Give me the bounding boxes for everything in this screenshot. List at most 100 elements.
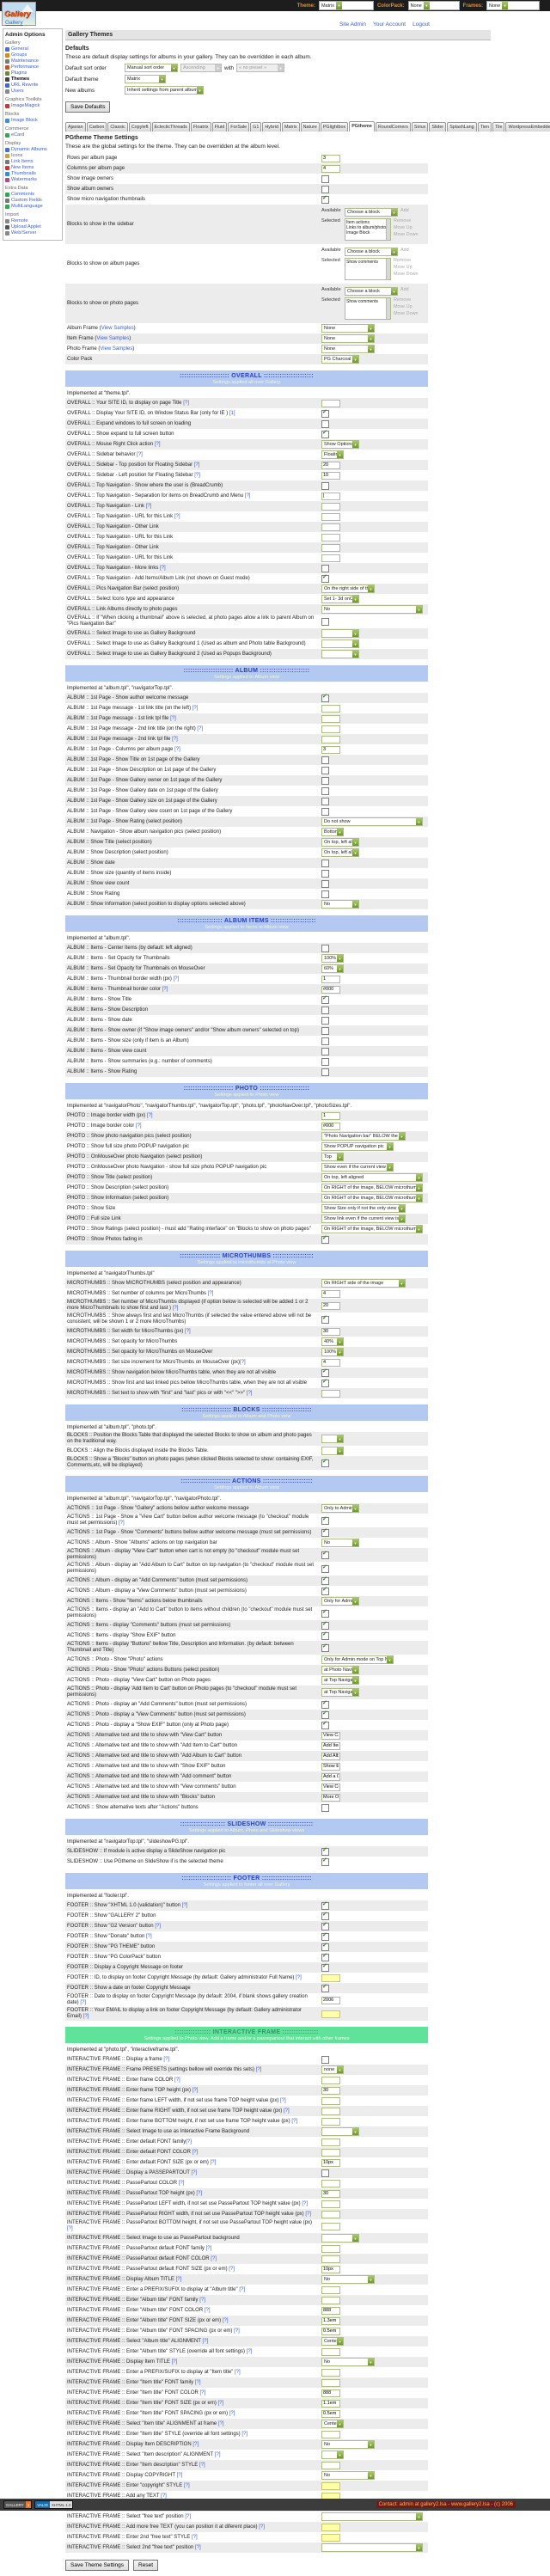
tab-matrix[interactable]: Matrix (281, 122, 300, 132)
select[interactable]: 40% ▼ (321, 1337, 344, 1346)
text-input[interactable] (321, 523, 340, 531)
checkbox[interactable] (321, 1006, 329, 1014)
tab-hybrid[interactable]: Hybrid (262, 122, 281, 132)
text-input[interactable] (321, 1111, 340, 1120)
tab-carbon[interactable]: Carbon (86, 122, 107, 132)
select[interactable]: None ▼ (321, 334, 375, 343)
selected-blocks-list[interactable]: Show comments (345, 297, 391, 320)
checkbox[interactable] (321, 1901, 329, 1910)
help-link[interactable]: [?] (259, 2524, 265, 2530)
move-up-button[interactable]: Move Up (394, 225, 412, 230)
text-input[interactable] (321, 1762, 340, 1771)
help-link[interactable]: [?] (305, 2211, 312, 2217)
help-link[interactable]: [?] (241, 2431, 248, 2437)
checkbox[interactable] (321, 481, 329, 490)
text-input[interactable] (321, 2179, 340, 2187)
select[interactable]: ▼ (321, 2127, 359, 2136)
help-link[interactable]: [?] (234, 2328, 240, 2334)
select[interactable]: 60% ▼ (321, 964, 344, 973)
text-input[interactable] (321, 1741, 340, 1750)
select[interactable]: Center ▼ (321, 2420, 344, 2428)
checkbox[interactable] (321, 430, 329, 438)
help-link[interactable]: [?] (240, 1359, 246, 1365)
help-link[interactable]: [?] (135, 1123, 142, 1129)
help-link[interactable]: [?] (202, 2338, 209, 2344)
text-input[interactable] (321, 2389, 340, 2397)
colorpack-select[interactable]: None ▼ (407, 1, 460, 10)
tab-g1[interactable]: G1 (250, 122, 262, 132)
sidebar-item-multilanguage[interactable]: MultiLanguage (5, 204, 61, 210)
add-block-button[interactable]: Add (400, 248, 409, 253)
help-link[interactable]: [?] (170, 715, 176, 721)
select[interactable]: "Photo Navigation bar" BELOW the image▼ (321, 1132, 406, 1141)
checkbox[interactable] (321, 694, 329, 702)
text-input[interactable] (321, 2368, 340, 2377)
help-link[interactable]: [?] (162, 986, 168, 992)
help-link[interactable]: [?] (205, 2245, 212, 2251)
tab-fluid[interactable]: Fluid (211, 122, 228, 132)
checkbox[interactable] (321, 1528, 329, 1537)
list-item[interactable]: Show comments (346, 260, 378, 265)
checkbox[interactable] (321, 1516, 329, 1525)
help-link[interactable]: [?] (229, 2266, 235, 2272)
text-input[interactable] (321, 2430, 340, 2438)
text-input[interactable] (321, 492, 340, 500)
tab-tien[interactable]: Tien (477, 122, 492, 132)
sidebar-item-performance[interactable]: Performance (5, 64, 61, 70)
checkbox[interactable] (321, 859, 329, 867)
help-link[interactable]: [?] (192, 2149, 199, 2155)
help-link[interactable]: [?] (172, 1306, 179, 1311)
view-samples-link[interactable]: View Samples (100, 346, 133, 352)
select[interactable]: Center ▼ (321, 2337, 344, 2346)
sidebar-item-dynamic-albums[interactable]: Dynamic Albums (5, 147, 61, 153)
checkbox[interactable] (321, 1963, 329, 1972)
choose-block-select[interactable]: Choose a block ▼ (345, 287, 398, 296)
checkbox[interactable] (321, 879, 329, 888)
checkbox[interactable] (321, 1315, 329, 1324)
tab-eclecticthreads[interactable]: EclecticThreads (151, 122, 190, 132)
select[interactable]: ▼ (321, 2543, 423, 2552)
text-input[interactable] (321, 2296, 340, 2304)
help-link[interactable]: [?] (246, 1390, 253, 1396)
list-item[interactable]: Show comments (346, 299, 378, 304)
tab-roundcorners[interactable]: RoundCorners (375, 122, 411, 132)
select[interactable]: Only to Admin mode▼ (321, 1504, 359, 1513)
view-samples-link[interactable]: View Samples (96, 335, 130, 341)
help-link[interactable]: [?] (176, 2472, 183, 2478)
select[interactable]: No ▼ (321, 2471, 375, 2480)
tab-splashlang[interactable]: SplashLang (447, 122, 477, 132)
sidebar-item-ecard[interactable]: eCard (5, 132, 61, 138)
select[interactable]: On RIGHT of the image, BELOW microthumbs… (321, 1184, 423, 1192)
help-link[interactable]: [?] (192, 705, 199, 711)
text-input[interactable] (321, 745, 340, 754)
add-block-button[interactable]: Add (400, 208, 409, 213)
text-input[interactable] (321, 2347, 340, 2356)
select[interactable]: ▼ (321, 629, 359, 638)
text-input[interactable] (321, 2285, 340, 2294)
sidebar-item-maintenance[interactable]: Maintenance (5, 58, 61, 64)
text-input[interactable] (321, 985, 340, 994)
text-input[interactable] (321, 1772, 340, 1781)
checkbox[interactable] (321, 1710, 329, 1719)
checkbox[interactable] (321, 890, 329, 898)
text-input[interactable] (321, 2255, 340, 2263)
checkbox[interactable] (321, 174, 329, 183)
checkbox[interactable] (321, 1587, 329, 1595)
text-input[interactable] (321, 2244, 340, 2253)
default-sort-select[interactable]: Manual sort order ▼ (125, 64, 178, 72)
tab-slider[interactable]: Slider (429, 122, 447, 132)
remove-button[interactable]: Remove (394, 218, 412, 223)
sidebar-item-web-server[interactable]: Web/Server (5, 230, 61, 236)
help-link[interactable]: [?] (244, 493, 251, 499)
select[interactable]: ▼ (321, 639, 359, 648)
select[interactable]: No ▼ (321, 2275, 375, 2284)
checkbox[interactable] (321, 944, 329, 952)
select[interactable]: None ▼ (321, 324, 375, 333)
help-link[interactable]: [?] (194, 472, 200, 478)
checkbox[interactable] (321, 419, 329, 428)
checkbox[interactable] (321, 1037, 329, 1045)
checkbox[interactable] (321, 869, 329, 878)
text-input[interactable] (321, 1301, 340, 1310)
help-link[interactable]: [?] (191, 2534, 198, 2540)
help-link[interactable]: [?] (185, 1328, 191, 1334)
